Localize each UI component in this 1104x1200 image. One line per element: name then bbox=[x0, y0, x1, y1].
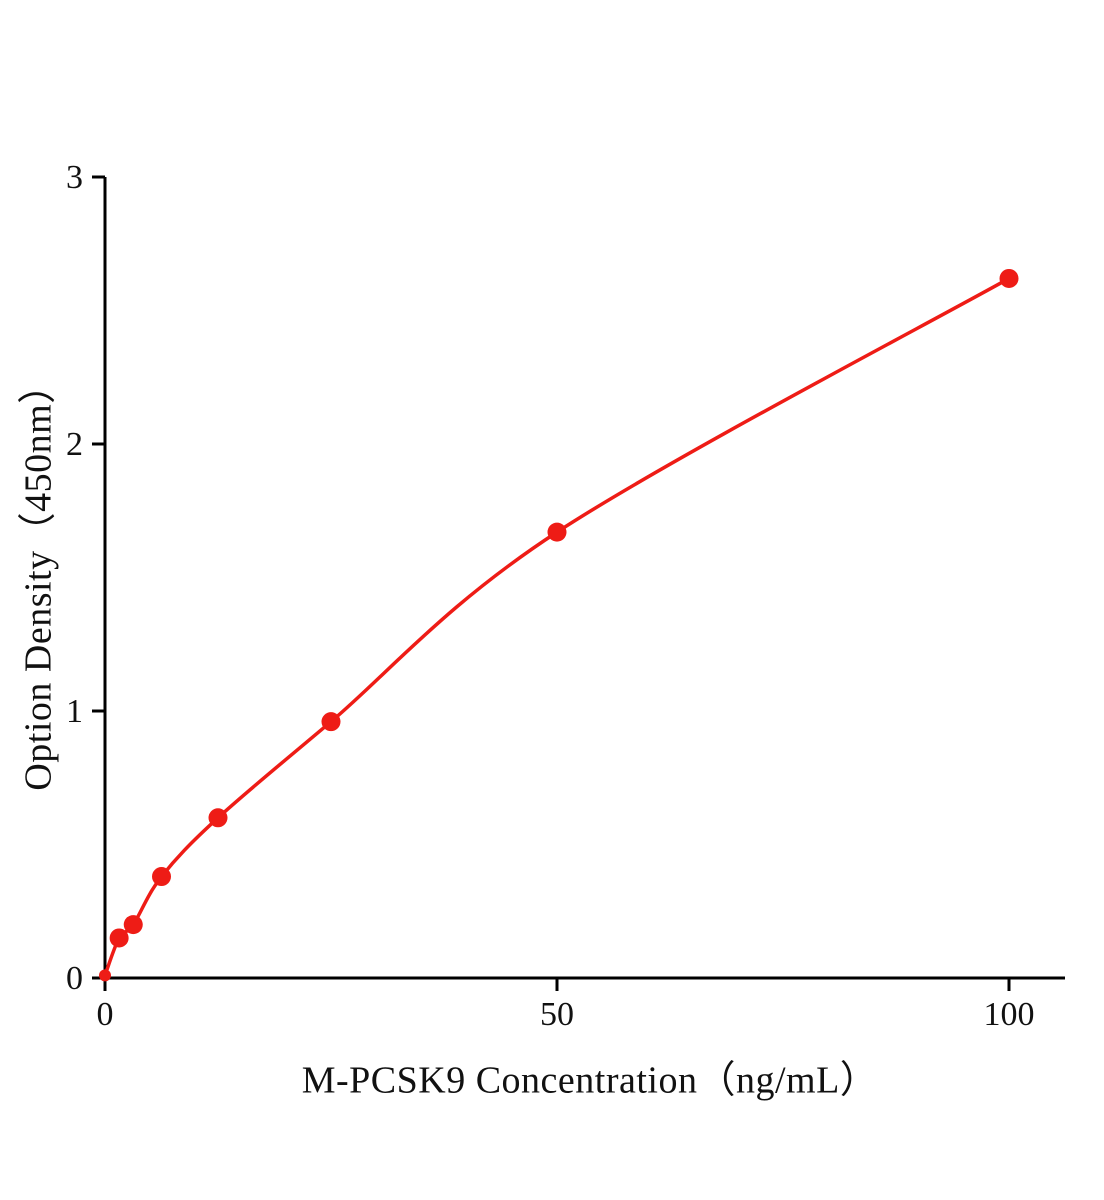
data-point bbox=[152, 867, 171, 887]
data-point bbox=[123, 915, 143, 935]
data-point bbox=[547, 522, 567, 542]
data-point bbox=[321, 712, 341, 732]
x-tick-label: 100 bbox=[984, 996, 1035, 1033]
y-tick-label: 1 bbox=[66, 693, 83, 730]
fit-curve bbox=[103, 276, 1011, 978]
y-tick-label: 0 bbox=[66, 960, 83, 997]
data-point bbox=[208, 808, 228, 828]
x-tick-label: 50 bbox=[540, 996, 574, 1033]
x-tick-label: 0 bbox=[97, 996, 114, 1033]
data-point bbox=[109, 928, 129, 948]
data-point bbox=[99, 969, 111, 982]
y-tick-label: 2 bbox=[66, 426, 83, 463]
y-tick-label: 3 bbox=[66, 159, 83, 196]
data-point bbox=[999, 268, 1019, 288]
x-axis-title: M-PCSK9 Concentration（ng/mL） bbox=[301, 1059, 879, 1102]
y-axis-title: Option Density（450nm） bbox=[17, 365, 60, 791]
